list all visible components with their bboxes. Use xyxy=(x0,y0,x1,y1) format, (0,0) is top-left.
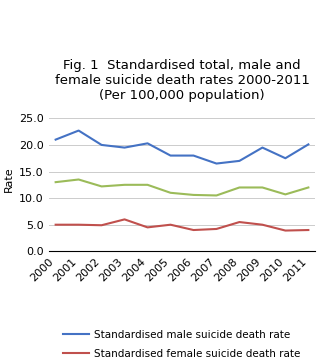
Standardised female suicide death rate xyxy=(191,228,195,232)
Standardised male suicide death rate xyxy=(54,137,58,142)
Standardised male suicide death rate xyxy=(100,143,104,147)
Line: Standardised male suicide death rate: Standardised male suicide death rate xyxy=(56,131,308,164)
Standardised male suicide death rate xyxy=(283,156,287,160)
Title: Fig. 1  Standardised total, male and
female suicide death rates 2000-2011
(Per 1: Fig. 1 Standardised total, male and fema… xyxy=(55,59,309,102)
Standardised male suicide death rate xyxy=(77,129,81,133)
Standardised female suicide death rate xyxy=(100,223,104,227)
Standardised total suicide death rate xyxy=(283,192,287,196)
Standardised total suicide death rate xyxy=(191,193,195,197)
Standardised total suicide death rate xyxy=(169,191,173,195)
Standardised total suicide death rate xyxy=(260,185,264,190)
Standardised total suicide death rate xyxy=(123,183,126,187)
Y-axis label: Rate: Rate xyxy=(4,167,14,192)
Line: Standardised female suicide death rate: Standardised female suicide death rate xyxy=(56,219,308,230)
Standardised female suicide death rate xyxy=(54,223,58,227)
Standardised female suicide death rate xyxy=(306,228,310,232)
Standardised total suicide death rate xyxy=(238,185,241,190)
Standardised female suicide death rate xyxy=(283,228,287,233)
Standardised total suicide death rate xyxy=(54,180,58,184)
Standardised male suicide death rate xyxy=(306,142,310,146)
Standardised total suicide death rate xyxy=(146,183,150,187)
Standardised total suicide death rate xyxy=(306,185,310,190)
Standardised female suicide death rate xyxy=(214,227,218,231)
Standardised total suicide death rate xyxy=(77,177,81,182)
Standardised female suicide death rate xyxy=(260,223,264,227)
Standardised total suicide death rate xyxy=(214,193,218,197)
Standardised male suicide death rate xyxy=(214,162,218,166)
Standardised female suicide death rate xyxy=(123,217,126,222)
Standardised male suicide death rate xyxy=(260,145,264,150)
Standardised male suicide death rate xyxy=(123,145,126,150)
Standardised female suicide death rate xyxy=(238,220,241,224)
Standardised total suicide death rate xyxy=(100,184,104,188)
Standardised female suicide death rate xyxy=(169,223,173,227)
Legend: Standardised male suicide death rate, Standardised female suicide death rate, St: Standardised male suicide death rate, St… xyxy=(59,326,305,359)
Standardised male suicide death rate xyxy=(169,153,173,158)
Line: Standardised total suicide death rate: Standardised total suicide death rate xyxy=(56,180,308,195)
Standardised female suicide death rate xyxy=(146,225,150,229)
Standardised male suicide death rate xyxy=(238,159,241,163)
Standardised male suicide death rate xyxy=(191,153,195,158)
Standardised female suicide death rate xyxy=(77,223,81,227)
Standardised male suicide death rate xyxy=(146,141,150,145)
